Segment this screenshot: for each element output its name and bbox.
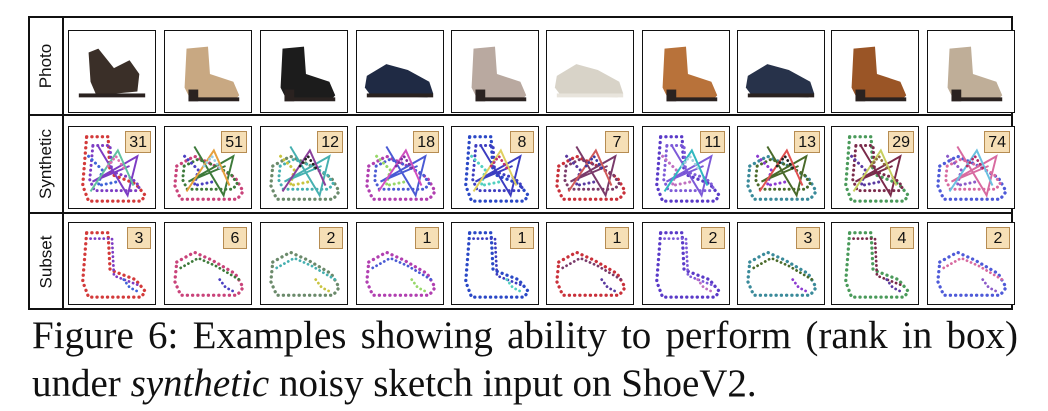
rank-badge: 2 [986, 227, 1010, 249]
synthetic-sketch-9: 29 [831, 126, 919, 209]
synthetic-sketch-2: 51 [164, 126, 252, 209]
shoe-photo-4 [356, 30, 444, 113]
synthetic-sketch-3: 12 [260, 126, 348, 209]
rank-badge: 3 [796, 227, 820, 249]
rank-badge: 4 [890, 227, 914, 249]
subset-sketch-9: 4 [831, 222, 919, 305]
subset-sketch-3: 2 [260, 222, 348, 305]
shoe-photo-8 [737, 30, 825, 113]
rank-badge: 1 [510, 227, 534, 249]
synthetic-sketch-4: 18 [356, 126, 444, 209]
rank-badge: 11 [700, 131, 725, 153]
subset-sketch-4: 1 [356, 222, 444, 305]
shoe-photo-1 [68, 30, 156, 113]
rank-badge: 18 [413, 131, 439, 153]
row-label-photo: Photo [30, 18, 64, 114]
subset-sketch-2: 6 [164, 222, 252, 305]
synthetic-sketch-1: 31 [68, 126, 156, 209]
subset-sketch-7: 2 [642, 222, 730, 305]
subset-sketch-10: 2 [927, 222, 1015, 305]
rank-badge: 74 [984, 131, 1010, 153]
subset-sketch-5: 1 [451, 222, 539, 305]
synthetic-sketch-7: 11 [642, 126, 730, 209]
rank-badge: 12 [317, 131, 343, 153]
figure-caption: Figure 6: Examples showing ability to pe… [32, 314, 1018, 405]
rank-badge: 6 [223, 227, 247, 249]
subset-sketch-1: 3 [68, 222, 156, 305]
row-label-synthetic: Synthetic [30, 116, 64, 212]
figure-panel: Photo Synthetic Subset 31 3 51 6 12 2 18 1 8 1 7 1 1… [28, 16, 1015, 310]
shoe-photo-6 [546, 30, 634, 113]
subset-sketch-8: 3 [737, 222, 825, 305]
rank-badge: 1 [415, 227, 439, 249]
synthetic-sketch-5: 8 [451, 126, 539, 209]
synthetic-sketch-10: 74 [927, 126, 1015, 209]
rank-badge: 2 [701, 227, 725, 249]
rank-badge: 51 [221, 131, 247, 153]
shoe-photo-2 [164, 30, 252, 113]
shoe-photo-10 [927, 30, 1015, 113]
subset-sketch-6: 1 [546, 222, 634, 305]
rank-badge: 3 [127, 227, 151, 249]
row-label-subset: Subset [30, 214, 64, 310]
synthetic-sketch-8: 13 [737, 126, 825, 209]
shoe-photo-9 [831, 30, 919, 113]
rank-badge: 7 [605, 131, 629, 153]
rank-badge: 8 [510, 131, 534, 153]
rank-badge: 2 [319, 227, 343, 249]
synthetic-sketch-6: 7 [546, 126, 634, 209]
rank-badge: 13 [794, 131, 820, 153]
rank-badge: 31 [125, 131, 151, 153]
rank-badge: 1 [605, 227, 629, 249]
row-divider [30, 114, 1011, 116]
shoe-photo-5 [451, 30, 539, 113]
row-divider [30, 212, 1011, 214]
rank-badge: 29 [888, 131, 914, 153]
shoe-photo-7 [642, 30, 730, 113]
shoe-photo-3 [260, 30, 348, 113]
